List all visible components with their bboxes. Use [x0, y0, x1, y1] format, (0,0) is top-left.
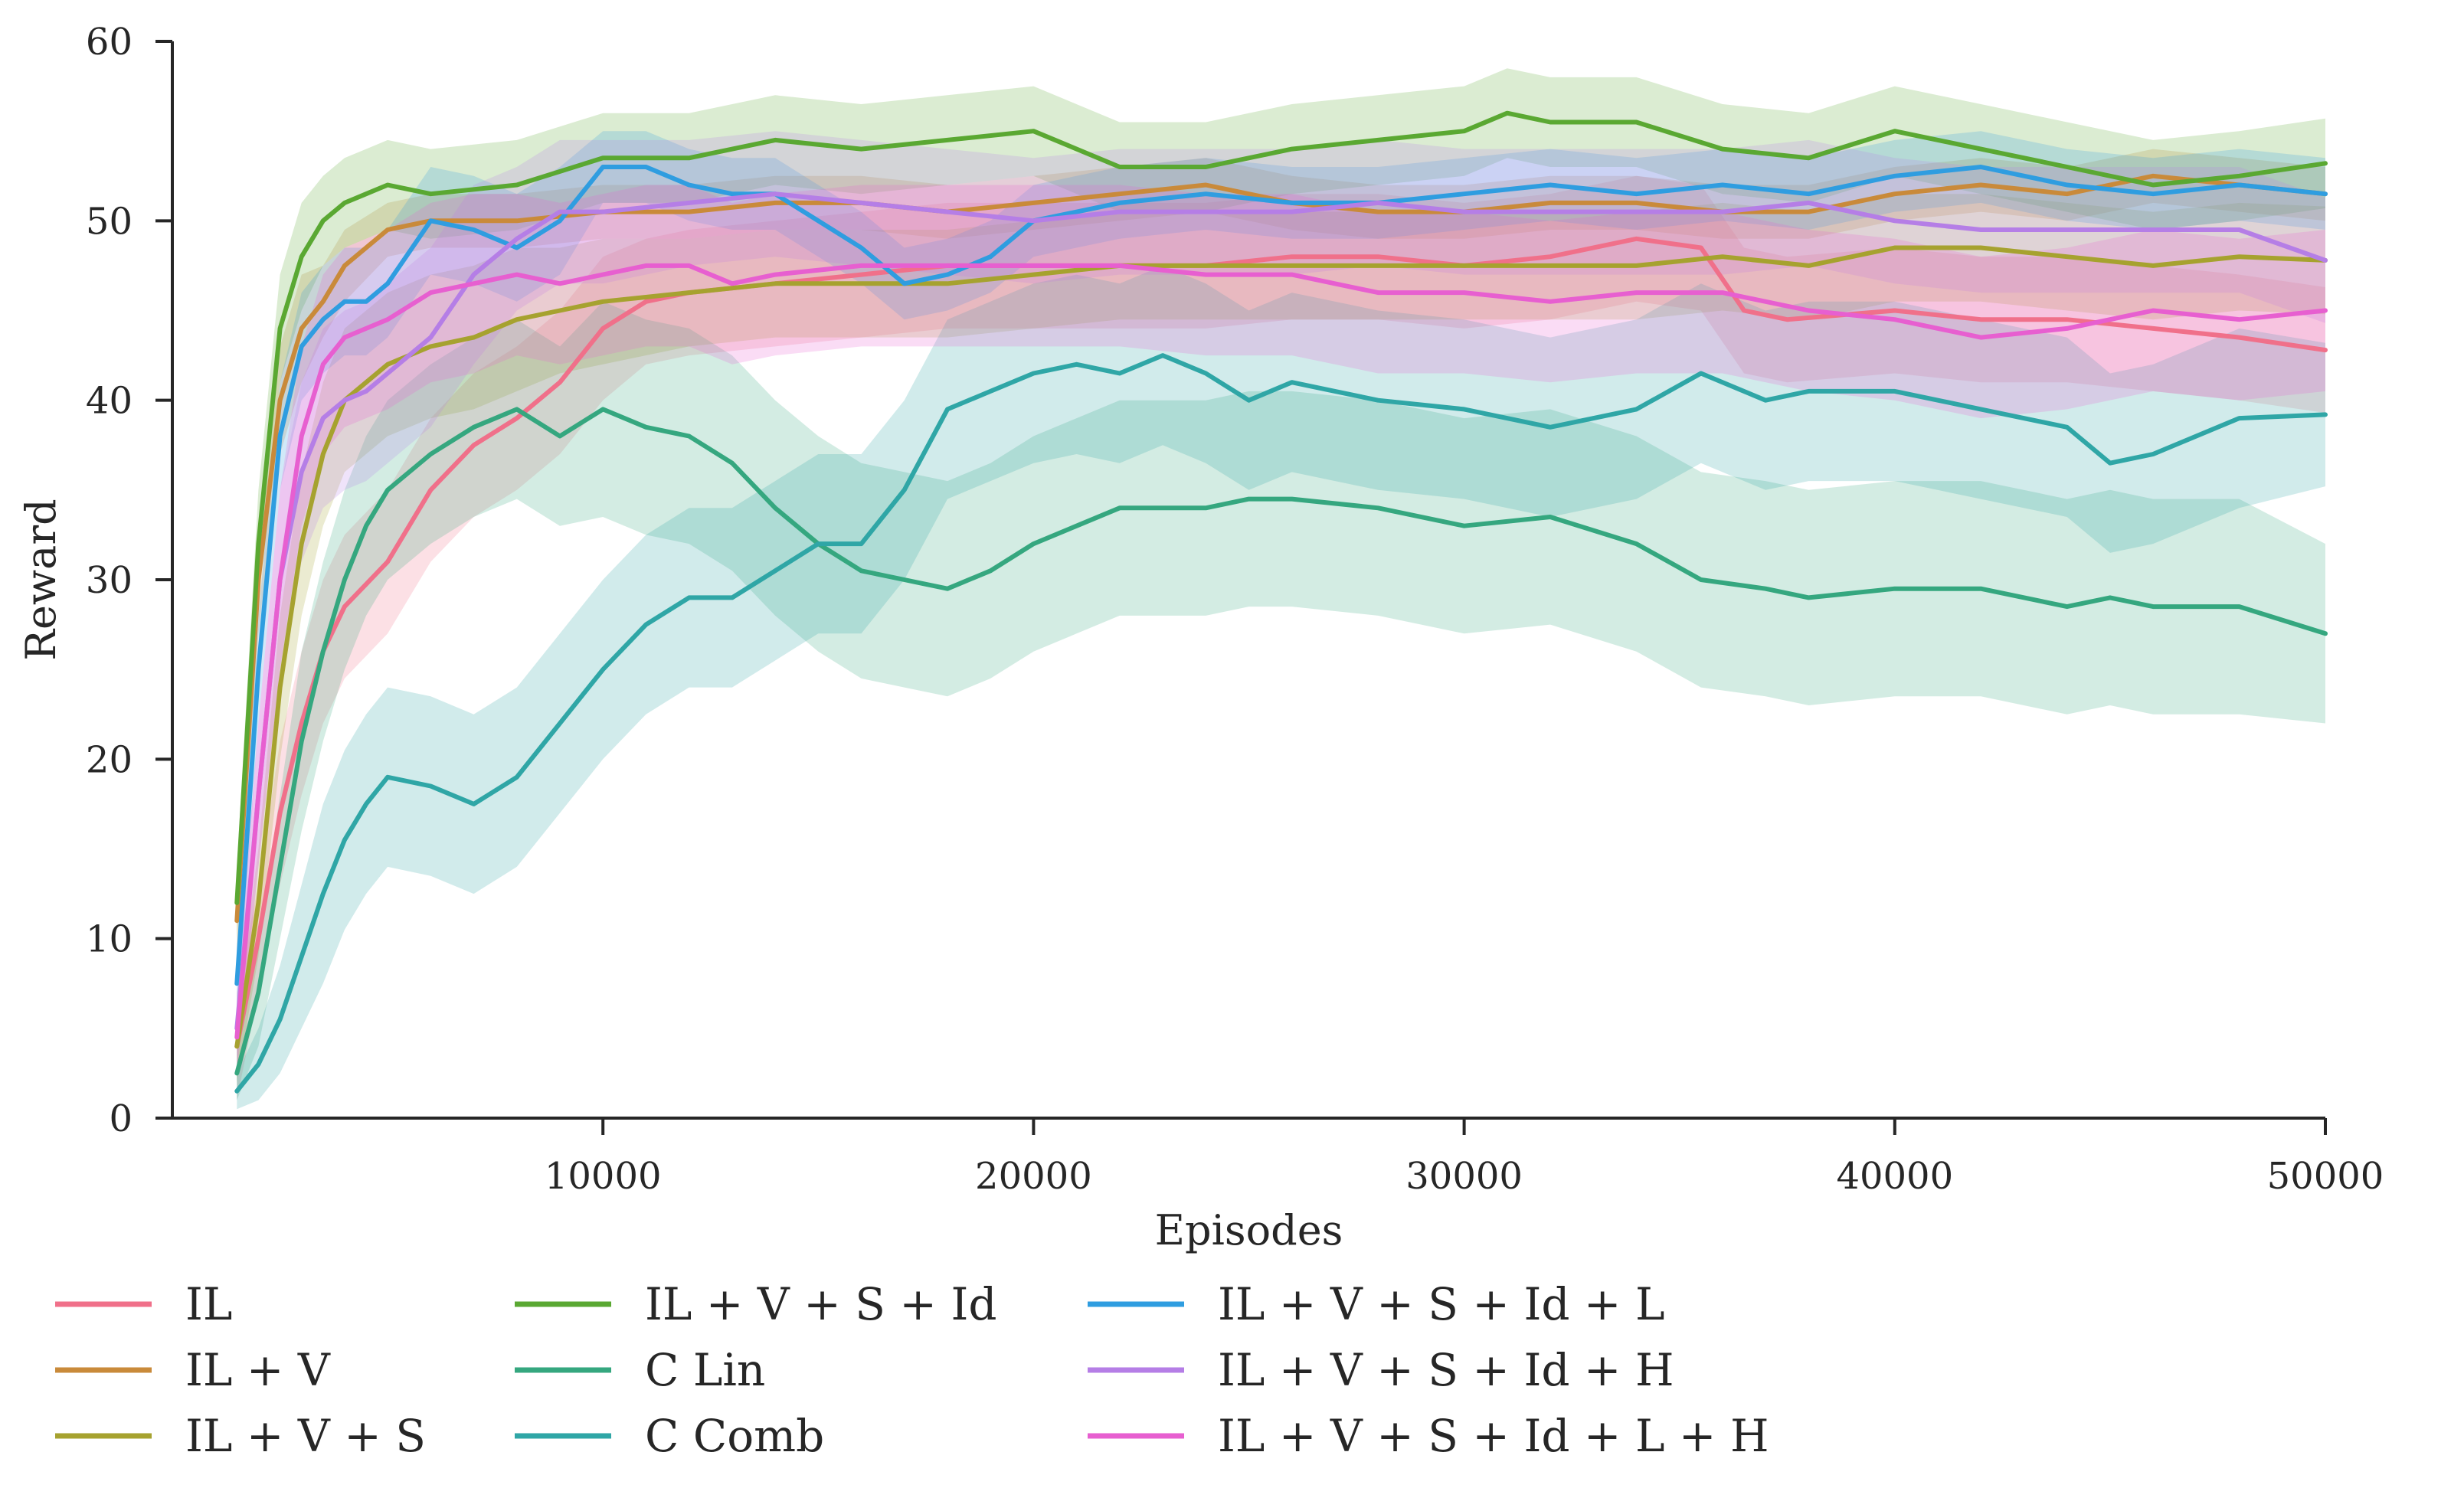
band-il [237, 175, 2325, 1100]
series-lines [234, 110, 2328, 1094]
band-il-v-s-id [237, 68, 2325, 939]
line-c-comb [234, 353, 2328, 1094]
x-tick-label: 20000 [975, 1155, 1092, 1198]
legend-label: IL + V + S + Id + H [1218, 1344, 1674, 1396]
line-il-v [234, 173, 2328, 924]
legend-label: IL + V + S + Id [645, 1278, 997, 1330]
line-il-v-s-id-l-h [234, 263, 2328, 1040]
legend-item-il-v-s-id-h: IL + V + S + Id + H [1088, 1344, 1674, 1396]
legend-label: C Lin [645, 1344, 765, 1396]
legend-item-il-v: IL + V [55, 1344, 331, 1396]
band-il-v [237, 149, 2325, 957]
legend-label: C Comb [645, 1410, 824, 1462]
legend-item-c-lin: C Lin [515, 1344, 765, 1396]
x-tick-label: 30000 [1405, 1155, 1523, 1198]
band-c-lin [237, 301, 2325, 1100]
legend-item-il: IL [55, 1278, 232, 1330]
y-tick-label: 0 [109, 1097, 133, 1140]
y-tick-label: 10 [86, 918, 133, 961]
y-tick-label: 50 [86, 200, 133, 243]
y-tick-label: 40 [86, 380, 133, 423]
legend-item-il-v-s: IL + V + S [55, 1410, 426, 1462]
y-tick-label: 30 [86, 559, 133, 602]
legend-item-c-comb: C Comb [515, 1410, 824, 1462]
legend-item-il-v-s-id-l-h: IL + V + S + Id + L + H [1088, 1410, 1769, 1462]
legend-label: IL + V + S [185, 1410, 426, 1462]
y-tick-label: 20 [86, 738, 133, 781]
legend-label: IL + V + S + Id + L [1218, 1278, 1664, 1330]
x-tick-label: 50000 [2267, 1155, 2384, 1198]
band-il-v-s-id-l-h [237, 185, 2325, 1074]
legend: IL IL + V IL + V + S IL + V + S + Id C Lin C … [55, 1278, 1769, 1462]
x-axis-ticks: 10000 20000 30000 40000 50000 [545, 1118, 2384, 1198]
legend-label: IL + V [185, 1344, 331, 1396]
band-c-comb [237, 265, 2325, 1110]
x-tick-label: 40000 [1836, 1155, 1953, 1198]
line-il-v-s [234, 245, 2328, 1049]
y-axis-label: Reward [17, 499, 65, 660]
line-il-v-s-id-h [234, 191, 2328, 1031]
line-il-v-s-id [234, 110, 2328, 905]
band-il-v-s-id-h [237, 131, 2325, 1064]
line-c-lin [234, 407, 2328, 1076]
x-tick-label: 10000 [545, 1155, 662, 1198]
y-axis-ticks: 0 10 20 30 40 50 60 [86, 21, 172, 1140]
y-tick-label: 60 [86, 21, 133, 64]
legend-item-il-v-s-id-l: IL + V + S + Id + L [1088, 1278, 1664, 1330]
x-axis-label: Episodes [1155, 1206, 1343, 1254]
legend-label: IL [185, 1278, 232, 1330]
band-il-v-s [237, 194, 2325, 1083]
legend-label: IL + V + S + Id + L + H [1218, 1410, 1769, 1462]
legend-item-il-v-s-id: IL + V + S + Id [515, 1278, 997, 1330]
